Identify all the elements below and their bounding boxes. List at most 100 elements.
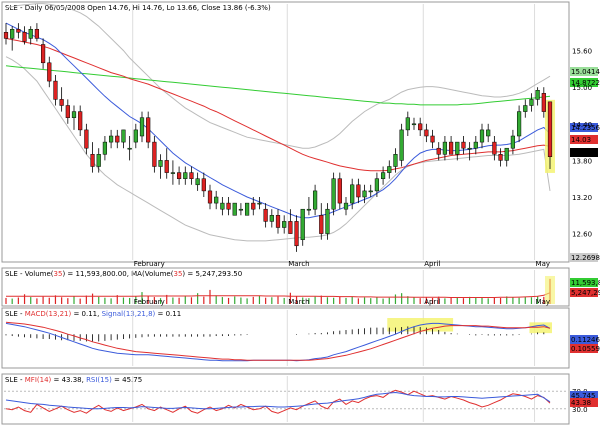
candle-body <box>300 208 305 240</box>
candle-body <box>47 62 52 82</box>
rsi-value-flag-label: 45.745 <box>571 392 596 400</box>
rsi-label-prefix: SLE - <box>5 376 25 384</box>
price-value-flag-label: 15.0414 <box>571 68 600 76</box>
price-title: SLE - Daily 06/05/2008 Open 14.76, Hi 14… <box>5 4 271 12</box>
candle-body <box>405 117 410 131</box>
highlight-box <box>545 276 555 304</box>
candle-body <box>115 135 120 143</box>
price-tick-label: 12.60 <box>572 231 592 239</box>
price-tick-label: 15.60 <box>572 48 592 56</box>
macd-value-flag-label: 0.112469 <box>571 336 600 344</box>
candle-body <box>473 141 478 149</box>
rsi-value-flag <box>570 398 598 407</box>
macd-value: = 0.11, <box>71 310 101 318</box>
candle-body <box>158 160 163 167</box>
candle-body <box>238 208 244 211</box>
price-value-flag-label: 13.86 <box>571 149 592 157</box>
candle-body <box>325 208 330 234</box>
candle-body <box>10 29 15 39</box>
candle-body <box>201 178 206 192</box>
candle-body <box>152 141 157 167</box>
candle-body <box>387 166 392 173</box>
price-value-flag-label: 14.03 <box>571 136 591 144</box>
rsi-label: RSI(15) <box>86 376 112 384</box>
rsi-tick-label: 30.0 <box>572 406 588 414</box>
candle-body <box>455 141 460 155</box>
candle-body <box>362 190 367 198</box>
svg-text:SLE - MACD(13,21) = 0.11, Sign: SLE - MACD(13,21) = 0.11, Signal(13,21,8… <box>5 310 181 318</box>
candle-body <box>356 184 361 198</box>
candle-body <box>170 172 176 174</box>
candle-body <box>16 29 21 33</box>
price-tick-label: 14.40 <box>572 121 592 129</box>
volume-ma-line <box>6 292 551 298</box>
candle-body <box>214 196 219 204</box>
candle-body <box>65 105 70 118</box>
ma-green-line <box>5 65 551 106</box>
candle-body <box>244 202 250 216</box>
signal-value: = 0.11 <box>155 310 181 318</box>
candle-body <box>535 90 540 100</box>
candle-body <box>486 129 491 137</box>
candle-body <box>547 101 553 157</box>
price-value-flag-label: 12.2698 <box>571 254 600 262</box>
signal-label: Signal(13,21,8) <box>102 310 156 318</box>
rsi-panel-frame <box>1 373 570 425</box>
candle-body <box>263 208 268 222</box>
volume-value-flag <box>570 288 598 297</box>
candle-body <box>59 99 64 106</box>
month-label: February <box>134 260 165 268</box>
price-panel-frame <box>1 1 570 263</box>
month-label: April <box>424 298 440 306</box>
month-label: February <box>134 298 165 306</box>
candle-body <box>139 117 145 137</box>
price-value-flag <box>570 78 598 87</box>
price-value-flag <box>570 135 598 144</box>
candle-body <box>251 202 256 210</box>
bollinger-upper-line <box>5 3 551 149</box>
rsi-value: = 45.75 <box>112 376 142 384</box>
price-value-flag <box>570 148 598 157</box>
candle-body <box>232 202 237 216</box>
candle-body <box>183 172 188 179</box>
candle-body <box>436 147 441 155</box>
volume-label-period: 35 <box>54 270 63 278</box>
candle-body <box>189 172 194 179</box>
candle-body <box>374 178 380 192</box>
candle-body <box>418 123 423 131</box>
month-label: April <box>424 260 440 268</box>
price-value-flag-label: 14.2356 <box>571 124 600 132</box>
macd-label-prefix: SLE - <box>5 310 25 318</box>
candle-body <box>146 117 151 143</box>
candle-body <box>461 141 466 149</box>
signal-line <box>5 321 551 361</box>
volume-value-flag-label: 5,247,293 <box>571 289 600 297</box>
mfi-line <box>5 389 551 414</box>
candle-body <box>84 129 89 149</box>
candle-body <box>368 190 373 193</box>
candle-body <box>78 111 83 131</box>
month-label: May <box>536 260 550 268</box>
candle-body <box>510 135 516 149</box>
volume-value-flag-label: 11,593,800 <box>571 279 600 287</box>
candle-body <box>226 202 231 210</box>
macd-panel-frame <box>1 307 570 369</box>
svg-text:SLE - Daily 06/05/2008 Open 14: SLE - Daily 06/05/2008 Open 14.76, Hi 14… <box>5 4 271 12</box>
candle-body <box>399 129 404 161</box>
candle-body <box>121 129 126 143</box>
candle-body <box>541 93 546 112</box>
macd-label: MACD(13,21) <box>25 310 72 318</box>
month-label: March <box>288 298 309 306</box>
candle-body <box>411 123 417 126</box>
mfi-value: = 43.38, <box>51 376 86 384</box>
volume-panel-frame <box>1 267 570 307</box>
candle-body <box>3 32 9 39</box>
candle-body <box>448 141 454 155</box>
candle-body <box>96 154 101 167</box>
candle-body <box>393 154 398 167</box>
price-plot: 15.0414 14.8722 14.2356 14.03 13.86 12.2698 <box>3 3 600 422</box>
candle-body <box>492 141 497 155</box>
rsi-value-flag <box>570 391 598 400</box>
svg-text:SLE - Volume(35) = 11,593,800.: SLE - Volume(35) = 11,593,800.00, MA(Vol… <box>5 270 242 278</box>
